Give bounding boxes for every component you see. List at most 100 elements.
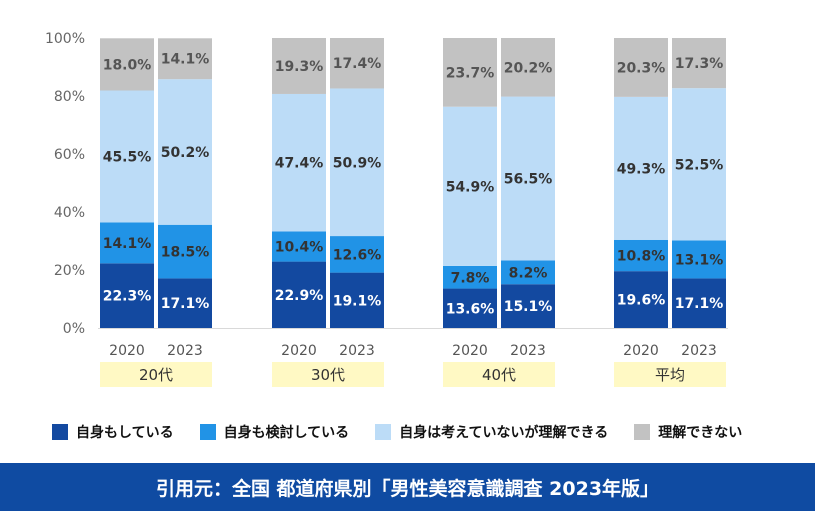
bar-segment: [614, 38, 668, 97]
y-tick-label: 20%: [54, 263, 85, 279]
x-tick-label-year: 2020: [623, 343, 659, 359]
data-label: 50.2%: [161, 145, 210, 161]
data-label: 19.1%: [333, 293, 382, 309]
chart-legend: 自身もしている 自身も検討している 自身は考えていないが理解できる 理解できない: [52, 422, 768, 442]
group-label: 40代: [482, 366, 516, 384]
bar-segment: [100, 90, 154, 223]
bar-segment: [100, 222, 154, 264]
x-tick-label-year: 2020: [109, 343, 145, 359]
bar-segment: [614, 239, 668, 272]
bar-segment: [272, 93, 326, 232]
x-tick-label-year: 2023: [339, 343, 375, 359]
legend-item: 理解できない: [634, 422, 742, 442]
data-label: 14.1%: [103, 236, 152, 252]
x-tick-label-year: 2020: [281, 343, 317, 359]
data-label: 52.5%: [675, 157, 724, 173]
bar-segment: [158, 224, 212, 279]
data-label: 13.6%: [446, 301, 495, 317]
legend-item: 自身は考えていないが理解できる: [375, 422, 608, 442]
data-label: 22.3%: [103, 289, 152, 305]
legend-item: 自身もしている: [52, 422, 174, 442]
legend-swatch: [634, 424, 651, 440]
y-tick-label: 0%: [63, 321, 85, 337]
bar-segment: [330, 236, 384, 273]
data-label: 15.1%: [504, 299, 553, 315]
data-label: 20.3%: [617, 60, 666, 76]
x-tick-label-year: 2023: [167, 343, 203, 359]
data-label: 19.6%: [617, 293, 666, 309]
group-label-bg: [100, 362, 212, 387]
data-label: 7.8%: [451, 270, 490, 286]
data-label: 54.9%: [446, 179, 495, 195]
legend-swatch: [375, 424, 392, 440]
data-label: 50.9%: [333, 155, 382, 171]
x-tick-label-year: 2023: [681, 343, 717, 359]
bar-segment: [501, 260, 555, 285]
source-footer: 引用元：全国 都道府県別「男性美容意識調査 2023年版」: [0, 463, 815, 511]
source-note: 引用元：全国 都道府県別「男性美容意識調査 2023年版」: [155, 477, 660, 500]
y-tick-label: 100%: [45, 31, 85, 47]
data-label: 8.2%: [509, 265, 548, 281]
group-label: 平均: [655, 366, 685, 384]
data-label: 14.1%: [161, 52, 210, 68]
legend-label: 自身もしている: [76, 425, 174, 441]
y-tick-label: 40%: [54, 205, 85, 221]
bar-segment: [614, 271, 668, 328]
data-label: 18.5%: [161, 245, 210, 261]
data-label: 20.2%: [504, 60, 553, 76]
bar-segment: [272, 38, 326, 94]
data-label: 12.6%: [333, 247, 382, 263]
bar-segment: [501, 284, 555, 328]
data-label: 10.4%: [275, 240, 324, 256]
data-label: 17.4%: [333, 56, 382, 72]
data-label: 19.3%: [275, 59, 324, 75]
bar-segment: [614, 96, 668, 240]
legend-label: 自身も検討している: [223, 425, 350, 441]
y-tick-label: 60%: [54, 147, 85, 163]
bar-segment: [158, 278, 212, 328]
bar-segment: [330, 272, 384, 328]
stacked-bar-chart: 0% 20% 40% 60% 80% 100% 22.3% 14.1% 45.5% 18.0% 20…: [45, 31, 728, 387]
legend-label: 理解できない: [658, 425, 743, 441]
bar-segment: [443, 38, 497, 107]
data-label: 47.4%: [275, 156, 324, 172]
bar-segment: [443, 265, 497, 289]
bar-segment: [672, 240, 726, 279]
group-label-bg: [614, 362, 726, 387]
data-label: 17.1%: [161, 296, 210, 312]
bar-segment: [100, 38, 154, 91]
bar-segment: [272, 261, 326, 328]
x-tick-label-year: 2020: [452, 343, 488, 359]
data-label: 13.1%: [675, 252, 724, 268]
bar-segment: [672, 278, 726, 328]
bar-segment: [158, 79, 212, 225]
data-label: 17.1%: [675, 296, 724, 312]
bar-segment: [330, 38, 384, 89]
group-label: 30代: [311, 366, 345, 384]
group-label: 20代: [139, 366, 173, 384]
legend-item: 自身も検討している: [199, 422, 350, 442]
bar-segment: [672, 88, 726, 241]
bar-segment: [443, 106, 497, 266]
data-label: 49.3%: [617, 161, 666, 177]
data-label: 23.7%: [446, 65, 495, 81]
bar-segment: [100, 263, 154, 328]
bar-segment: [158, 38, 212, 80]
data-label: 56.5%: [504, 172, 553, 188]
y-tick-label: 80%: [54, 89, 85, 105]
x-tick-label-year: 2023: [510, 343, 546, 359]
legend-swatch: [52, 424, 68, 440]
data-label: 10.8%: [617, 249, 666, 265]
bar-segment: [501, 38, 555, 97]
group-label-bg: [272, 362, 384, 387]
data-label: 45.5%: [103, 149, 152, 165]
bar-segment: [330, 88, 384, 237]
bar-segment: [272, 231, 326, 262]
legend-swatch: [199, 424, 216, 440]
data-label: 18.0%: [103, 57, 152, 73]
group-label-bg: [443, 362, 555, 387]
bar-segment: [443, 288, 497, 328]
bar-segment: [672, 38, 726, 89]
data-label: 17.3%: [675, 56, 724, 72]
legend-label: 自身は考えていないが理解できる: [399, 425, 609, 441]
